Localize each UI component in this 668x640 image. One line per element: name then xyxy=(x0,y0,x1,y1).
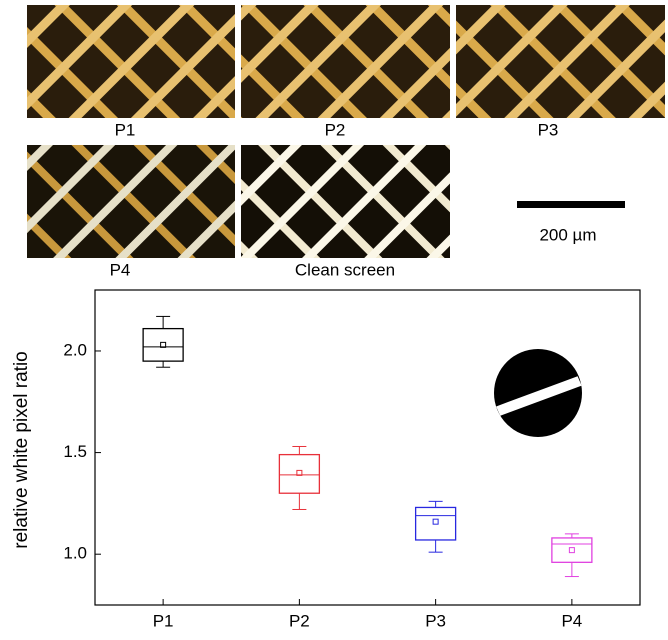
figure: P1 P2 P3 P4 Clean screen 200 µm relative… xyxy=(0,0,668,635)
micrograph xyxy=(27,5,235,118)
panel-label: P4 xyxy=(110,260,131,279)
panel-label: P3 xyxy=(538,120,559,139)
panel-label: P1 xyxy=(115,120,136,139)
x-tick-label: P1 xyxy=(153,611,174,630)
y-tick-label: 1.0 xyxy=(63,544,87,563)
scale-bar-label: 200 µm xyxy=(539,225,596,244)
x-tick-label: P3 xyxy=(425,611,446,630)
y-tick-label: 1.5 xyxy=(63,442,87,461)
micrograph xyxy=(241,145,450,258)
y-axis-label: relative white pixel ratio xyxy=(11,351,32,548)
x-tick-label: P2 xyxy=(289,611,310,630)
plot-frame xyxy=(95,290,640,605)
panel-label: Clean screen xyxy=(295,260,395,279)
x-tick-label: P4 xyxy=(561,611,582,630)
mean xyxy=(433,519,438,524)
scale-bar xyxy=(517,201,625,208)
micrograph xyxy=(27,145,235,258)
box xyxy=(552,538,592,562)
inset-icon xyxy=(494,349,583,437)
box xyxy=(143,329,183,362)
panel-label: P2 xyxy=(325,120,346,139)
micrograph xyxy=(241,5,450,118)
y-tick-label: 2.0 xyxy=(63,340,87,359)
micrograph xyxy=(456,5,665,118)
box xyxy=(279,455,319,494)
mean xyxy=(569,548,574,553)
